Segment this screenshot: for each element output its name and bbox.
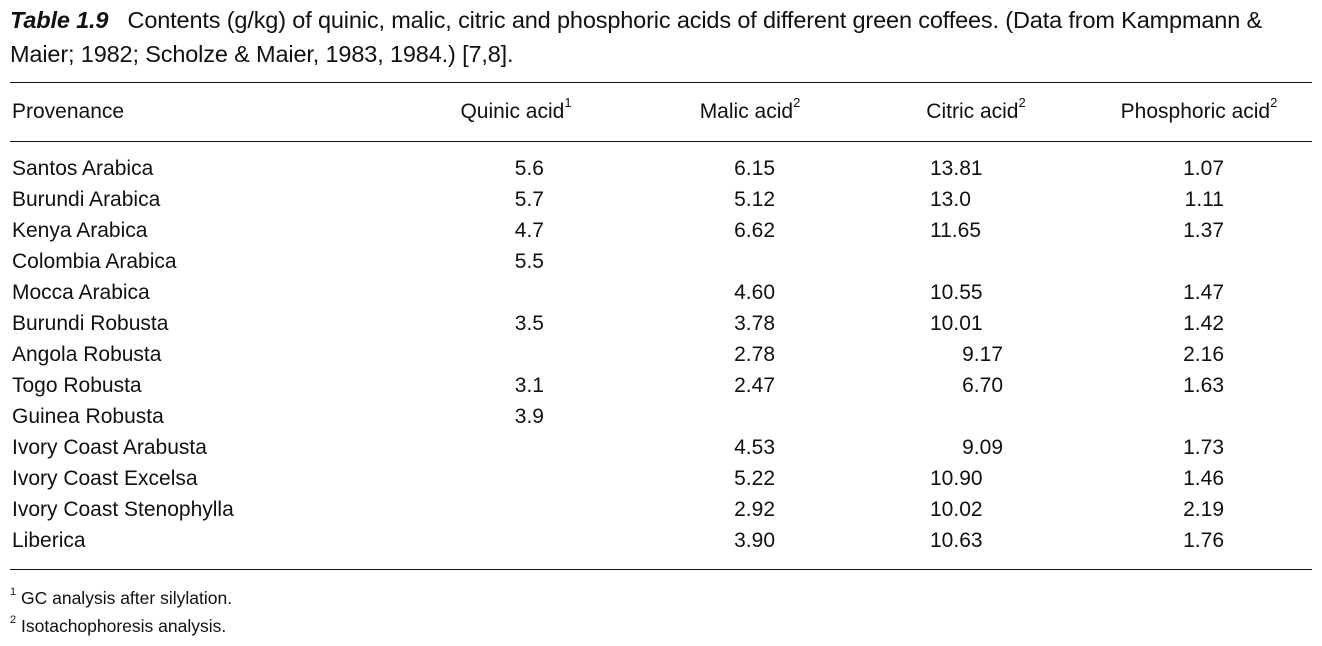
table-row: Guinea Robusta 3.9: [0, 401, 1322, 432]
cell-provenance: Ivory Coast Arabusta: [12, 436, 207, 459]
header-phosphoric-label: Phosphoric acid: [1120, 100, 1271, 123]
table-row: Liberica 3.90 10.63 1.76: [0, 525, 1322, 556]
cell-provenance: Togo Robusta: [12, 374, 142, 397]
cell-phosphoric: 1.11: [1184, 188, 1224, 211]
cell-citric: 10.63: [930, 529, 983, 552]
cell-provenance: Liberica: [12, 529, 86, 552]
footnote-marker: 2: [1018, 95, 1026, 110]
cell-quinic: 4.7: [514, 219, 544, 242]
table-row: Colombia Arabica 5.5: [0, 246, 1322, 277]
footnote-marker: 1: [564, 95, 572, 110]
cell-citric: 10.55: [930, 281, 983, 304]
cell-malic: 3.90: [734, 529, 775, 552]
cell-quinic: 5.7: [514, 188, 544, 211]
footnote-marker: 2: [10, 614, 17, 627]
cell-citric: 10.90: [930, 467, 983, 490]
table-caption: Table 1.9 Contents (g/kg) of quinic, mal…: [10, 3, 1315, 71]
table-row: Ivory Coast Arabusta 4.53 9.09 1.73: [0, 432, 1322, 463]
cell-quinic: 5.6: [514, 157, 544, 180]
table-number: Table 1.9: [10, 7, 109, 33]
cell-provenance: Guinea Robusta: [12, 405, 164, 428]
cell-provenance: Mocca Arabica: [12, 281, 150, 304]
cell-phosphoric: 1.37: [1183, 219, 1224, 242]
table-header-row: Provenance Quinic acid1 Malic acid2 Citr…: [0, 96, 1322, 127]
cell-malic: 3.78: [734, 312, 775, 335]
cell-citric: 11.65: [930, 219, 981, 242]
cell-malic: 2.78: [734, 343, 775, 366]
cell-phosphoric: 1.63: [1183, 374, 1224, 397]
cell-quinic: 5.5: [514, 250, 544, 273]
cell-citric: 13.81: [930, 157, 983, 180]
header-malic-label: Malic acid: [699, 100, 794, 123]
cell-citric: 9.09: [962, 436, 1003, 459]
cell-phosphoric: 1.46: [1183, 467, 1224, 490]
cell-quinic: 3.9: [514, 405, 544, 428]
cell-provenance: Burundi Robusta: [12, 312, 169, 335]
cell-quinic: 3.1: [514, 374, 544, 397]
cell-provenance: Santos Arabica: [12, 157, 154, 180]
header-citric-label: Citric acid: [926, 100, 1019, 123]
footnote-marker: 2: [793, 95, 801, 110]
cell-provenance: Colombia Arabica: [12, 250, 177, 273]
cell-malic: 2.47: [734, 374, 775, 397]
header-quinic-label: Quinic acid: [460, 100, 565, 123]
cell-phosphoric: 2.19: [1183, 498, 1224, 521]
cell-citric: 13.0: [930, 188, 971, 211]
table-row: Angola Robusta 2.78 9.17 2.16: [0, 339, 1322, 370]
footnote-1: 1 GC analysis after silylation.: [10, 584, 232, 612]
table-row: Togo Robusta 3.1 2.47 6.70 1.63: [0, 370, 1322, 401]
cell-malic: 4.53: [734, 436, 775, 459]
cell-citric: 6.70: [962, 374, 1003, 397]
cell-provenance: Angola Robusta: [12, 343, 162, 366]
header-citric-acid: Citric acid2: [896, 96, 1056, 127]
cell-phosphoric: 1.47: [1183, 281, 1224, 304]
cell-quinic: 3.5: [514, 312, 544, 335]
cell-malic: 6.62: [734, 219, 775, 242]
footnotes: 1 GC analysis after silylation. 2 Isotac…: [10, 584, 232, 640]
cell-citric: 9.17: [962, 343, 1003, 366]
cell-phosphoric: 1.76: [1183, 529, 1224, 552]
cell-provenance: Burundi Arabica: [12, 188, 161, 211]
table-row: Burundi Robusta 3.5 3.78 10.01 1.42: [0, 308, 1322, 339]
cell-phosphoric: 1.07: [1183, 157, 1224, 180]
footnote-marker: 2: [1270, 95, 1278, 110]
cell-phosphoric: 2.16: [1183, 343, 1224, 366]
table-row: Ivory Coast Stenophylla 2.92 10.02 2.19: [0, 494, 1322, 525]
cell-malic: 4.60: [734, 281, 775, 304]
table-header-rule: [10, 141, 1312, 142]
cell-provenance: Ivory Coast Stenophylla: [12, 498, 234, 521]
header-quinic-acid: Quinic acid1: [440, 96, 592, 127]
header-malic-acid: Malic acid2: [670, 96, 830, 127]
header-provenance-label: Provenance: [12, 100, 125, 123]
cell-provenance: Ivory Coast Excelsa: [12, 467, 198, 490]
caption-text: Contents (g/kg) of quinic, malic, citric…: [10, 7, 1263, 67]
cell-malic: 5.12: [734, 188, 775, 211]
cell-provenance: Kenya Arabica: [12, 219, 148, 242]
header-provenance: Provenance: [12, 96, 124, 127]
table-row: Mocca Arabica 4.60 10.55 1.47: [0, 277, 1322, 308]
cell-malic: 5.22: [734, 467, 775, 490]
footnote-text: GC analysis after silylation.: [21, 588, 233, 608]
table-bottom-rule: [10, 569, 1312, 570]
cell-malic: 6.15: [734, 157, 775, 180]
cell-phosphoric: 1.73: [1183, 436, 1224, 459]
table-row: Kenya Arabica 4.7 6.62 11.65 1.37: [0, 215, 1322, 246]
cell-citric: 10.01: [930, 312, 983, 335]
table-row: Ivory Coast Excelsa 5.22 10.90 1.46: [0, 463, 1322, 494]
cell-phosphoric: 1.42: [1183, 312, 1224, 335]
footnote-2: 2 Isotachophoresis analysis.: [10, 612, 232, 640]
table-top-rule: [10, 82, 1312, 83]
footnote-marker: 1: [10, 586, 17, 599]
cell-citric: 10.02: [930, 498, 983, 521]
table-row: Burundi Arabica 5.7 5.12 13.0 1.11: [0, 184, 1322, 215]
footnote-text: Isotachophoresis analysis.: [21, 616, 227, 636]
header-phosphoric-acid: Phosphoric acid2: [1094, 96, 1304, 127]
table-row: Santos Arabica 5.6 6.15 13.81 1.07: [0, 153, 1322, 184]
cell-malic: 2.92: [734, 498, 775, 521]
